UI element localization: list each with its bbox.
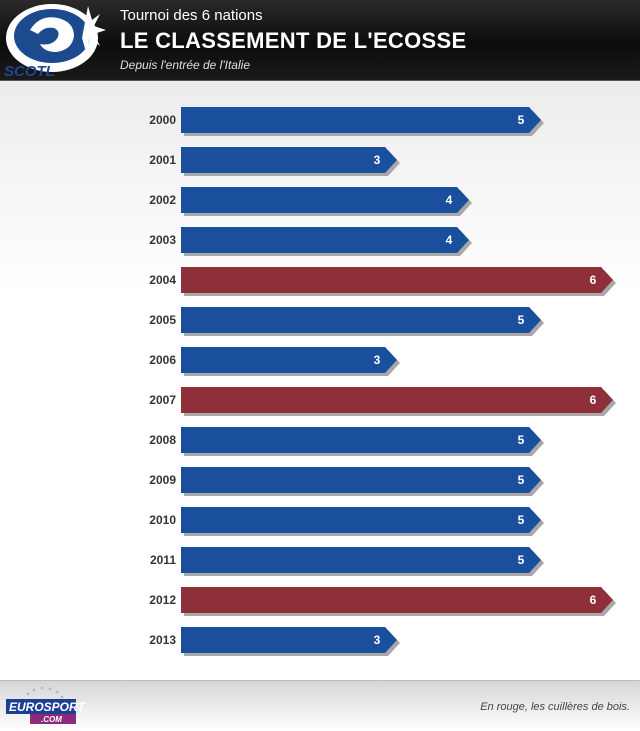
bar-2010 [181, 507, 541, 533]
value-label-2010: 5 [518, 513, 525, 527]
year-label-2006: 2006 [149, 353, 176, 367]
value-label-2013: 3 [374, 633, 381, 647]
year-label-2004: 2004 [149, 273, 176, 287]
year-label-2007: 2007 [149, 393, 176, 407]
brand-domain: .COM [41, 715, 62, 724]
value-label-2011: 5 [518, 553, 525, 567]
year-label-2000: 2000 [149, 113, 176, 127]
bar-2008 [181, 427, 541, 453]
year-label-2008: 2008 [149, 433, 176, 447]
year-label-2001: 2001 [149, 153, 176, 167]
bar-2013 [181, 627, 397, 653]
year-label-2012: 2012 [149, 593, 176, 607]
value-label-2000: 5 [518, 113, 525, 127]
bar-2004 [181, 267, 613, 293]
chart-title: LE CLASSEMENT DE L'ECOSSE [120, 28, 467, 53]
bar-chart: 2000 5 2001 3 2002 4 2003 4 2004 6 2005 5 2006 3 2007 6… [149, 107, 616, 656]
value-label-2007: 6 [590, 393, 597, 407]
year-label-2011: 2011 [150, 553, 176, 567]
chart-supertitle: Tournoi des 6 nations [120, 7, 263, 24]
brand-name: EUROSPORT [9, 700, 86, 714]
bar-2011 [181, 547, 541, 573]
value-label-2002: 4 [446, 193, 453, 207]
value-label-2006: 3 [374, 353, 381, 367]
bar-2003 [181, 227, 469, 253]
value-label-2001: 3 [374, 153, 381, 167]
year-label-2010: 2010 [149, 513, 176, 527]
bar-2009 [181, 467, 541, 493]
value-label-2009: 5 [518, 473, 525, 487]
year-label-2002: 2002 [149, 193, 176, 207]
year-label-2003: 2003 [149, 233, 176, 247]
chart-subtitle: Depuis l'entrée de l'Italie [120, 58, 250, 72]
chart-area: 2000 5 2001 3 2002 4 2003 4 2004 6 2005 5 2006 3 2007 6… [0, 81, 640, 680]
year-label-2013: 2013 [149, 633, 176, 647]
bar-2002 [181, 187, 469, 213]
year-label-2009: 2009 [149, 473, 176, 487]
bar-2000 [181, 107, 541, 133]
footer: EUROSPORT .COM En rouge, les cuillères d… [0, 680, 640, 731]
footer-note: En rouge, les cuillères de bois. [480, 701, 630, 713]
header: SCOTL Tournoi des 6 nations LE CLASSEMEN… [0, 0, 640, 81]
eurosport-logo: EUROSPORT .COM [6, 686, 86, 724]
bar-2007 [181, 387, 613, 413]
value-label-2005: 5 [518, 313, 525, 327]
logo-text: SCOTL [4, 63, 55, 80]
value-label-2003: 4 [446, 233, 453, 247]
bar-2001 [181, 147, 397, 173]
value-label-2008: 5 [518, 433, 525, 447]
year-label-2005: 2005 [149, 313, 176, 327]
bar-2006 [181, 347, 397, 373]
bar-2005 [181, 307, 541, 333]
value-label-2012: 6 [590, 593, 597, 607]
scotland-rugby-logo: SCOTL [4, 4, 106, 80]
value-label-2004: 6 [590, 273, 597, 287]
bar-2012 [181, 587, 613, 613]
